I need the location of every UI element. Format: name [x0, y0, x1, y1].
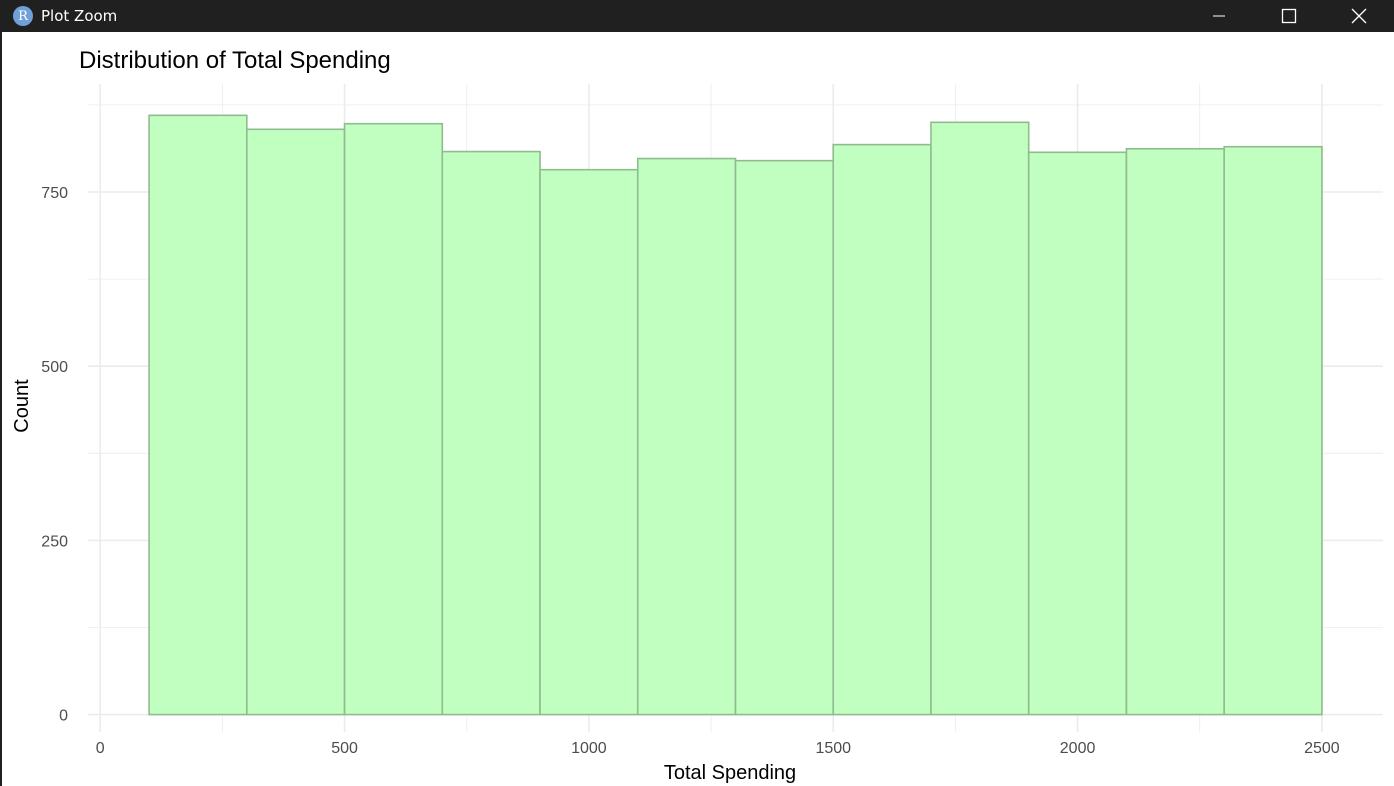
histogram-bar	[343, 122, 444, 716]
y-tick-label: 250	[41, 533, 68, 550]
histogram-bar	[539, 168, 639, 716]
histogram-bar	[1027, 151, 1128, 716]
window-title: Plot Zoom	[41, 7, 118, 25]
window-frame-left	[0, 32, 2, 786]
histogram-bar	[441, 150, 541, 716]
x-tick-label: 500	[331, 740, 358, 757]
y-axis-title: Count	[11, 379, 33, 433]
close-button[interactable]	[1324, 0, 1394, 32]
x-axis-title: Total Spending	[664, 762, 796, 784]
x-tick-label: 2500	[1304, 740, 1340, 757]
y-tick-label: 0	[59, 708, 68, 725]
close-icon	[1351, 8, 1367, 24]
window-controls	[1184, 0, 1394, 32]
chart-title: Distribution of Total Spending	[79, 47, 391, 74]
histogram-bar	[832, 143, 932, 716]
axis-labels-layer: 0 500 1000 1500 2000 2500 0 250 500 750	[41, 185, 1340, 757]
histogram-bar	[246, 128, 346, 716]
histogram-bar	[148, 114, 248, 716]
x-tick-label: 2000	[1060, 740, 1096, 757]
y-tick-label: 750	[41, 185, 68, 202]
x-tick-label: 1500	[815, 740, 851, 757]
histogram-bar	[1223, 145, 1323, 716]
x-tick-label: 0	[96, 740, 105, 757]
x-tick-label: 1000	[571, 740, 607, 757]
histogram-bar	[636, 157, 737, 716]
maximize-icon	[1281, 8, 1297, 24]
r-app-icon: R	[13, 6, 33, 26]
histogram-bar	[734, 159, 835, 716]
minimize-icon	[1213, 15, 1225, 17]
minimize-button[interactable]	[1184, 0, 1254, 32]
histogram-bar	[930, 121, 1030, 716]
window-titlebar: R Plot Zoom	[0, 0, 1394, 32]
bars-layer	[148, 114, 1323, 716]
maximize-button[interactable]	[1254, 0, 1324, 32]
histogram-bar	[1125, 148, 1225, 716]
y-tick-label: 500	[41, 359, 68, 376]
histogram-chart: 0 500 1000 1500 2000 2500 0 250 500 750 Distribut…	[11, 47, 1383, 784]
